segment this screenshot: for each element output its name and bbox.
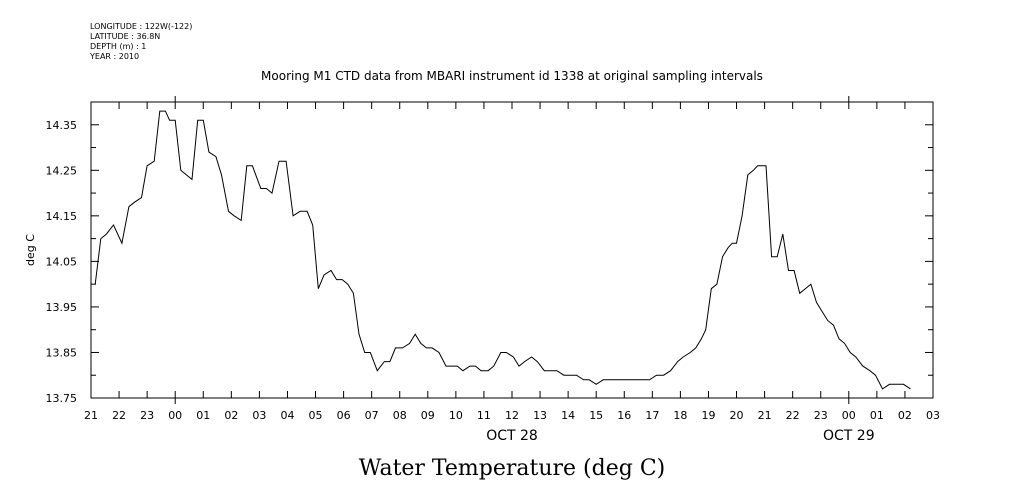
x-tick-label: 00: [842, 409, 856, 422]
x-tick-label: 09: [421, 409, 435, 422]
metadata-block: LONGITUDE : 122W(-122) LATITUDE : 36.8N …: [90, 22, 192, 62]
water-temperature-line: [94, 110, 911, 390]
y-tick-label: 13.85: [46, 346, 78, 359]
x-tick-label: 19: [701, 409, 715, 422]
x-tick-label: 01: [870, 409, 884, 422]
latitude-label: LATITUDE : 36.8N: [90, 32, 161, 41]
y-tick-label: 13.75: [46, 392, 78, 405]
x-tick-label: 04: [280, 409, 294, 422]
x-tick-label: 23: [814, 409, 828, 422]
x-tick-label: 21: [84, 409, 98, 422]
date-labels: OCT 28 OCT 29: [486, 428, 874, 444]
y-tick-label: 13.95: [46, 301, 78, 314]
x-tick-label: 10: [449, 409, 463, 422]
y-tick-label: 14.25: [46, 164, 78, 177]
depth-label: DEPTH (m) : 1: [90, 42, 147, 51]
x-tick-label: 16: [617, 409, 631, 422]
x-tick-label: 06: [337, 409, 351, 422]
x-tick-label: 14: [561, 409, 575, 422]
chart-title: Mooring M1 CTD data from MBARI instrumen…: [261, 69, 763, 83]
x-tick-label: 22: [112, 409, 126, 422]
date-label: OCT 28: [486, 428, 538, 444]
y-axis-label: deg C: [24, 234, 37, 266]
x-axis: 21 22 23 00 01 02 03 04 05 06 07 08 09 10 11 12 13 14 15 16…: [84, 96, 940, 422]
longitude-label: LONGITUDE : 122W(-122): [90, 22, 193, 31]
x-tick-label: 01: [196, 409, 210, 422]
x-tick-label: 12: [505, 409, 519, 422]
x-tick-label: 21: [758, 409, 772, 422]
x-tick-label: 03: [252, 409, 266, 422]
y-tick-label: 14.15: [46, 210, 78, 223]
plot-frame: [90, 101, 934, 399]
x-tick-label: 13: [533, 409, 547, 422]
x-tick-label: 02: [898, 409, 912, 422]
year-label: YEAR : 2010: [90, 52, 140, 61]
x-tick-label: 20: [730, 409, 744, 422]
x-tick-label: 00: [168, 409, 182, 422]
x-tick-label: 23: [140, 409, 154, 422]
x-axis-label: Water Temperature (deg C): [359, 456, 666, 481]
y-tick-label: 14.35: [46, 119, 78, 132]
x-tick-label: 07: [365, 409, 379, 422]
date-label: OCT 29: [823, 428, 875, 444]
x-tick-label: 02: [224, 409, 238, 422]
x-tick-label: 05: [309, 409, 323, 422]
x-tick-label: 15: [589, 409, 603, 422]
x-tick-label: 17: [645, 409, 659, 422]
x-tick-label: 03: [926, 409, 940, 422]
x-tick-label: 11: [477, 409, 491, 422]
x-tick-label: 08: [393, 409, 407, 422]
x-tick-label: 22: [786, 409, 800, 422]
x-tick-label: 18: [673, 409, 687, 422]
y-tick-label: 14.05: [46, 255, 78, 268]
y-axis: 14.35 14.25 14.15 14.05 13.95 13.85 13.75: [46, 101, 933, 405]
